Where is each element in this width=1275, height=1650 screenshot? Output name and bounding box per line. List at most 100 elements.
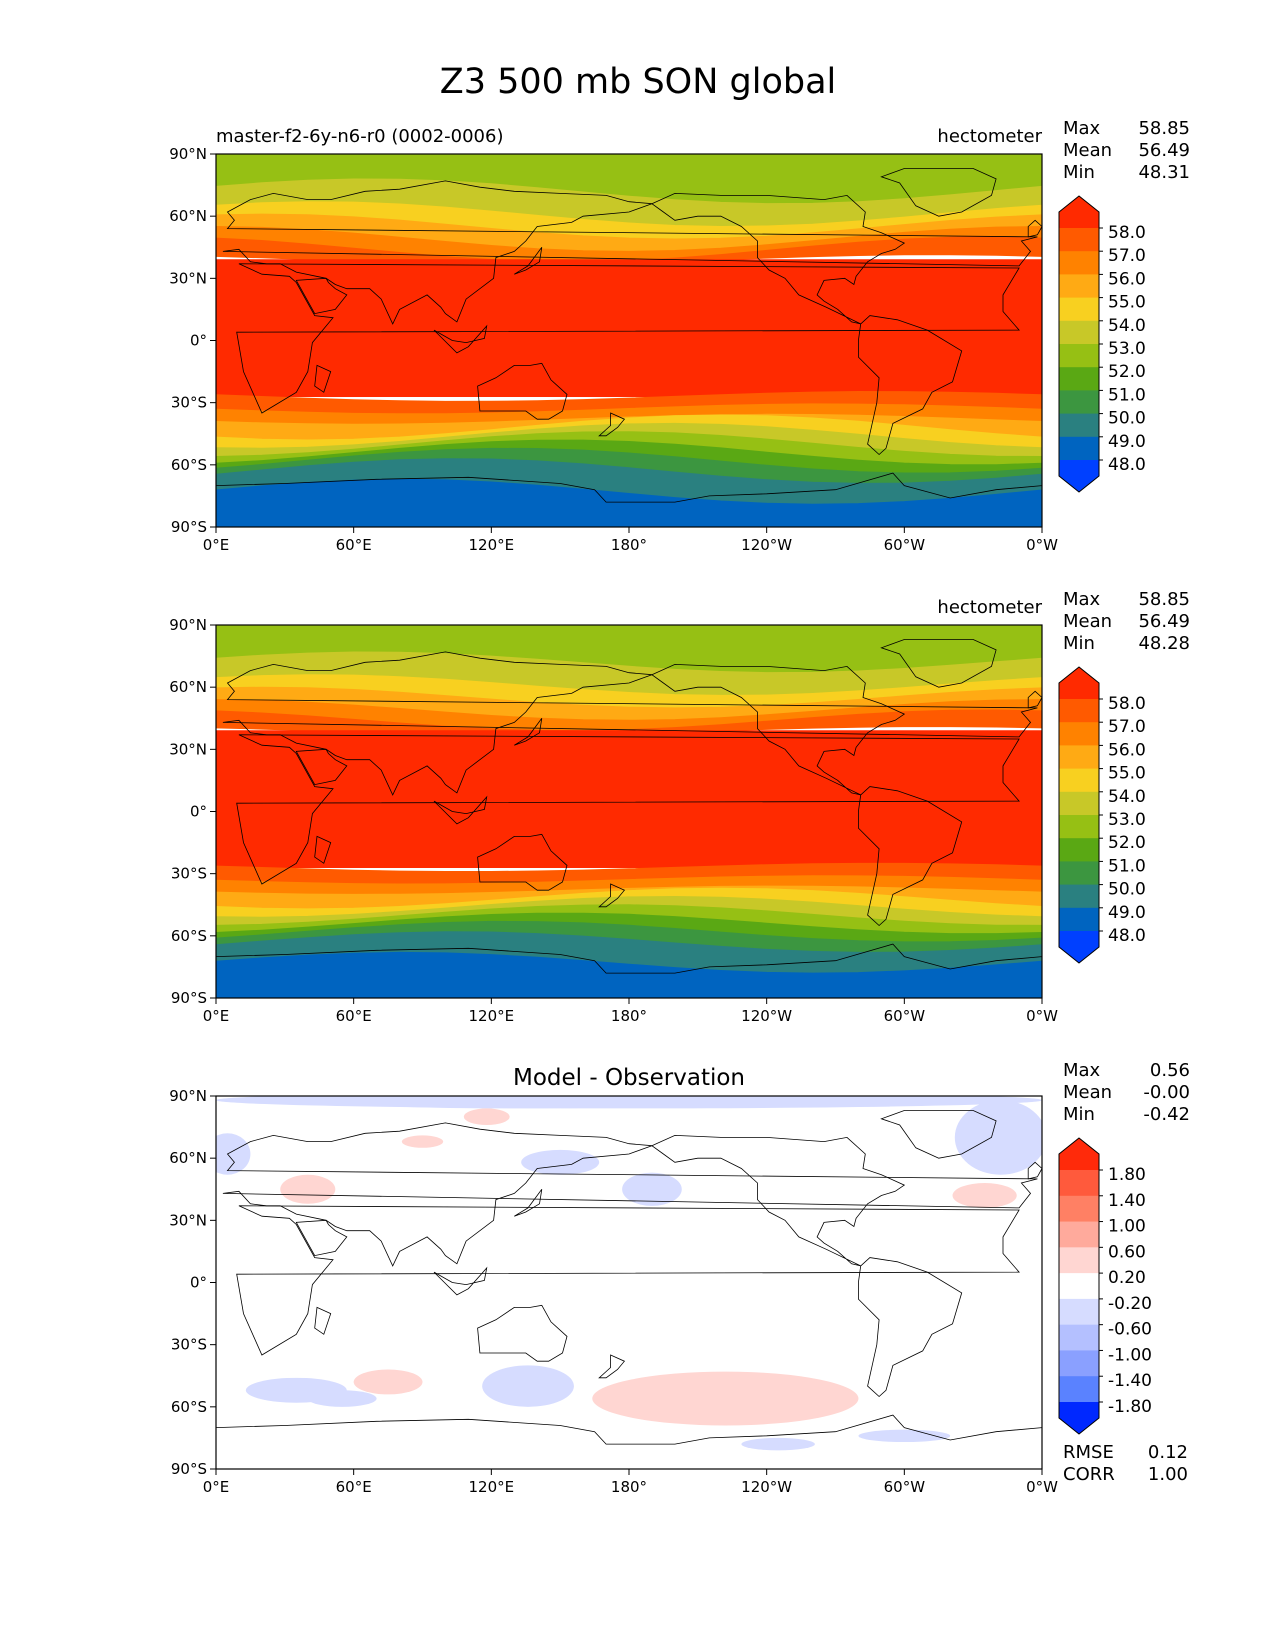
coastline-madagascar <box>314 1306 332 1335</box>
contour-blob <box>482 1365 574 1407</box>
lat-tick-label: 60°S <box>171 456 207 474</box>
stat-value: 48.28 <box>1138 633 1190 654</box>
coastline-madagascar <box>314 364 332 393</box>
coastline-japan <box>514 718 543 746</box>
colorbar-label: 56.0 <box>1108 269 1146 289</box>
contour-blob <box>858 1429 951 1443</box>
colorbar-cell <box>1059 1298 1099 1326</box>
coastline-eurasia <box>222 180 1038 325</box>
colorbar-cell <box>1059 1170 1099 1197</box>
contour-blob <box>216 1133 251 1175</box>
coastline-north-america <box>651 663 906 796</box>
colorbar-label: 55.0 <box>1108 764 1146 784</box>
colorbar-outline <box>1058 1137 1100 1435</box>
contour-field <box>216 154 1042 527</box>
colorbar-label: 1.00 <box>1108 1217 1146 1237</box>
colorbar-cell <box>1059 1195 1099 1223</box>
lat-tick-label: 60°N <box>169 207 207 225</box>
contour-blob <box>401 1135 444 1148</box>
lat-tick-label: 30°N <box>169 269 207 287</box>
lat-tick-label: 90°N <box>169 616 207 634</box>
lat-tick-label: 30°N <box>169 740 207 758</box>
coastline-australia <box>477 1304 568 1362</box>
coastline-arabia <box>295 748 348 786</box>
colorbar-label: 58.0 <box>1108 694 1146 714</box>
colorbar-label: -0.60 <box>1108 1320 1152 1340</box>
lat-tick-label: 30°N <box>169 1211 207 1229</box>
panel-units: hectometer <box>937 597 1042 618</box>
colorbar-cell <box>1059 1376 1099 1403</box>
lon-tick-label: 60°W <box>884 1478 926 1496</box>
coastline-antarctica <box>216 943 1042 998</box>
colorbar-label: 53.0 <box>1108 810 1146 830</box>
coastline-madagascar <box>314 835 332 864</box>
stat-value: 56.49 <box>1138 140 1190 161</box>
colorbar-label: 51.0 <box>1108 385 1146 405</box>
panel-units: hectometer <box>937 126 1042 147</box>
coastline-africa <box>236 263 1020 414</box>
coastline-new-zealand <box>598 412 626 437</box>
contour-blob <box>592 1371 859 1426</box>
colorbar: 1.80 1.40 1.00 0.60 0.20 -0.20 -0.60 -1.00 -1.40… <box>1058 1137 1152 1435</box>
lat-tick-label: 0° <box>190 332 207 350</box>
lat-tick-label: 60°S <box>171 927 207 945</box>
coastline-greenland <box>880 168 997 217</box>
lon-tick-label: 120°W <box>741 1007 792 1025</box>
lat-tick-label: 0° <box>190 1274 207 1292</box>
contour-blob <box>353 1369 423 1395</box>
lat-tick-label: 90°S <box>171 989 207 1007</box>
lat-tick-label: 60°S <box>171 1398 207 1416</box>
lon-tick-label: 0°E <box>203 1007 230 1025</box>
contour-blob <box>952 1183 1017 1208</box>
colorbar-cell <box>1059 1247 1099 1274</box>
stat-label: Max <box>1063 1060 1101 1081</box>
colorbar-outline <box>1058 666 1100 964</box>
lon-tick-label: 60°E <box>336 536 372 554</box>
panel-left-title: master-f2-6y-n6-r0 (0002-0006) <box>216 126 503 147</box>
coastline-uk <box>1027 1161 1042 1180</box>
lon-tick-label: 60°E <box>336 1007 372 1025</box>
figure-title: Z3 500 mb SON global <box>440 62 837 102</box>
coastline-north-america <box>651 192 906 325</box>
coastline-arabia <box>295 277 348 315</box>
coastline-borneo-sumatra <box>433 795 488 825</box>
coastline-new-zealand <box>598 883 626 908</box>
stat-label: Min <box>1063 1104 1095 1125</box>
colorbar-cell <box>1059 815 1099 839</box>
contour-blob <box>307 1390 377 1407</box>
lat-tick-label: 30°S <box>171 394 207 412</box>
stat-value: -0.00 <box>1143 1082 1190 1103</box>
stat-label: Max <box>1063 589 1101 610</box>
colorbar-label: 0.60 <box>1108 1242 1146 1262</box>
colorbar-cell <box>1059 228 1099 252</box>
colorbar-cell <box>1059 884 1099 909</box>
coastline-japan <box>514 247 543 275</box>
coastline-greenland <box>880 1110 997 1159</box>
contour-field <box>216 625 1042 998</box>
colorbar-label: 1.80 <box>1108 1165 1146 1185</box>
lat-tick-label: 30°S <box>171 1336 207 1354</box>
coastline-uk <box>1027 690 1042 709</box>
colorbar-label: 55.0 <box>1108 293 1146 313</box>
stat-value: 58.85 <box>1138 589 1190 610</box>
colorbar-label: 57.0 <box>1108 246 1146 266</box>
coastline-north-america <box>651 1134 906 1267</box>
colorbar-cell <box>1059 1221 1099 1248</box>
contour-blob <box>954 1100 1042 1175</box>
contour-band <box>216 478 1042 527</box>
colorbar-label: 50.0 <box>1108 409 1146 429</box>
colorbar-label: 52.0 <box>1108 833 1146 853</box>
colorbar-cell <box>1059 907 1099 932</box>
lon-tick-label: 180° <box>611 536 647 554</box>
colorbar-label: 0.20 <box>1108 1268 1146 1288</box>
colorbar-cell <box>1059 745 1099 770</box>
colorbar-label: 56.0 <box>1108 740 1146 760</box>
coastline-arabia <box>295 1219 348 1257</box>
coastline-borneo-sumatra <box>433 1266 488 1296</box>
stat-label: Min <box>1063 633 1095 654</box>
stat-label: Mean <box>1063 1082 1112 1103</box>
lon-tick-label: 0°W <box>1026 1478 1058 1496</box>
stat-value: 58.85 <box>1138 118 1190 139</box>
colorbar-label: 51.0 <box>1108 856 1146 876</box>
contour-blob <box>463 1108 510 1126</box>
